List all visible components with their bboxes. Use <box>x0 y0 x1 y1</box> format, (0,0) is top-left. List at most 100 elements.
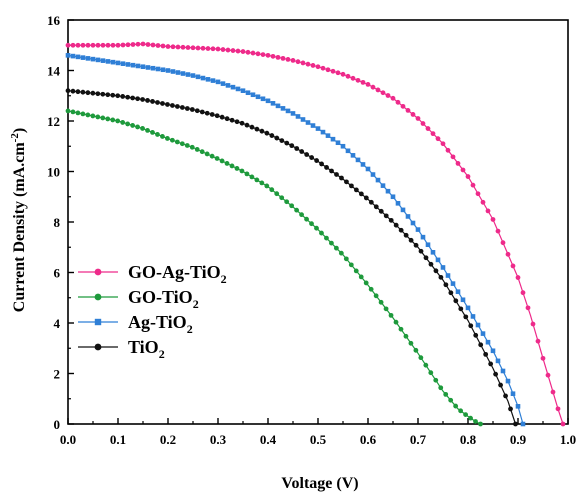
data-point <box>284 140 290 146</box>
data-point <box>468 323 474 329</box>
data-point <box>185 72 191 77</box>
data-point <box>460 167 466 173</box>
data-point <box>350 75 356 81</box>
data-point <box>425 242 431 248</box>
data-point <box>470 182 476 188</box>
data-point <box>473 332 479 338</box>
data-point <box>423 255 429 261</box>
data-point <box>383 306 389 312</box>
data-point <box>445 273 451 278</box>
data-point <box>505 251 511 257</box>
data-point <box>418 355 424 361</box>
data-point <box>130 123 136 128</box>
data-point <box>540 355 546 361</box>
data-point <box>428 370 434 376</box>
legend-marker <box>94 318 102 326</box>
y-tick-label: 8 <box>54 215 61 230</box>
series-tio2 <box>65 88 518 427</box>
data-point <box>315 64 321 70</box>
data-point <box>184 143 190 148</box>
data-point <box>410 220 416 226</box>
data-point <box>500 368 506 374</box>
legend-label: Ag-TiO2 <box>128 312 193 336</box>
data-point <box>560 421 566 427</box>
data-point <box>478 421 483 427</box>
data-point <box>405 107 411 113</box>
data-point <box>80 89 86 95</box>
data-point <box>100 42 106 48</box>
legend-label-main: TiO <box>128 337 159 357</box>
data-point <box>90 42 96 48</box>
data-point <box>428 261 434 267</box>
data-point <box>260 52 266 57</box>
data-point <box>209 112 215 117</box>
data-point <box>365 166 371 172</box>
y-tick-label: 0 <box>54 417 61 432</box>
data-point <box>510 391 516 396</box>
data-point <box>214 113 220 119</box>
data-point <box>65 108 71 114</box>
data-point <box>408 237 414 243</box>
data-point <box>209 153 215 159</box>
data-point <box>385 188 391 194</box>
data-point <box>485 339 491 345</box>
data-point <box>249 174 255 180</box>
y-tick-label: 14 <box>47 64 61 79</box>
data-point <box>115 42 121 48</box>
data-point <box>219 114 225 120</box>
data-point <box>310 63 316 68</box>
data-point <box>145 65 151 70</box>
data-point <box>388 217 394 223</box>
data-point <box>465 174 471 179</box>
data-point <box>325 133 331 138</box>
data-point <box>230 48 236 53</box>
axes <box>67 19 569 425</box>
data-point <box>393 319 399 325</box>
data-point <box>495 228 501 234</box>
data-point <box>338 250 344 256</box>
data-point <box>70 109 76 115</box>
data-point <box>460 297 466 303</box>
data-point <box>240 49 246 54</box>
data-point <box>285 108 291 114</box>
data-point <box>155 100 160 105</box>
data-point <box>215 79 221 85</box>
data-point <box>448 290 454 296</box>
data-point <box>259 128 265 134</box>
data-point <box>450 154 456 160</box>
data-point <box>400 103 406 109</box>
data-point <box>385 93 391 98</box>
data-point <box>333 245 339 251</box>
data-point <box>179 105 185 110</box>
data-point <box>370 172 376 177</box>
data-point <box>453 403 459 409</box>
data-point <box>289 203 295 209</box>
data-point <box>480 199 486 205</box>
data-point <box>535 338 541 344</box>
data-point <box>360 162 366 167</box>
data-point <box>395 99 401 105</box>
data-point <box>145 42 151 47</box>
series-line <box>67 54 524 425</box>
data-point <box>443 391 449 397</box>
ticks: 0.0 0.1 0.2 0.3 0.4 0.5 0.6 0.7 0.8 0.9 1.0 0 2 4 6 8 10… <box>47 13 576 447</box>
data-point <box>210 78 216 83</box>
data-point <box>448 397 454 403</box>
data-point <box>358 274 364 280</box>
data-point <box>443 282 449 288</box>
data-point <box>245 90 251 96</box>
data-point <box>110 59 116 65</box>
data-point <box>260 96 266 102</box>
data-point <box>425 126 431 131</box>
legend-item: TiO2 <box>78 337 165 361</box>
data-point <box>269 187 275 193</box>
series-layer <box>65 41 566 427</box>
x-tick-label: 0.9 <box>510 432 527 447</box>
data-point <box>135 96 141 102</box>
y-tick-label: 16 <box>47 13 61 28</box>
data-point <box>190 45 196 51</box>
data-point <box>340 143 346 149</box>
data-point <box>510 263 516 269</box>
data-point <box>475 191 481 197</box>
data-point <box>170 69 176 74</box>
